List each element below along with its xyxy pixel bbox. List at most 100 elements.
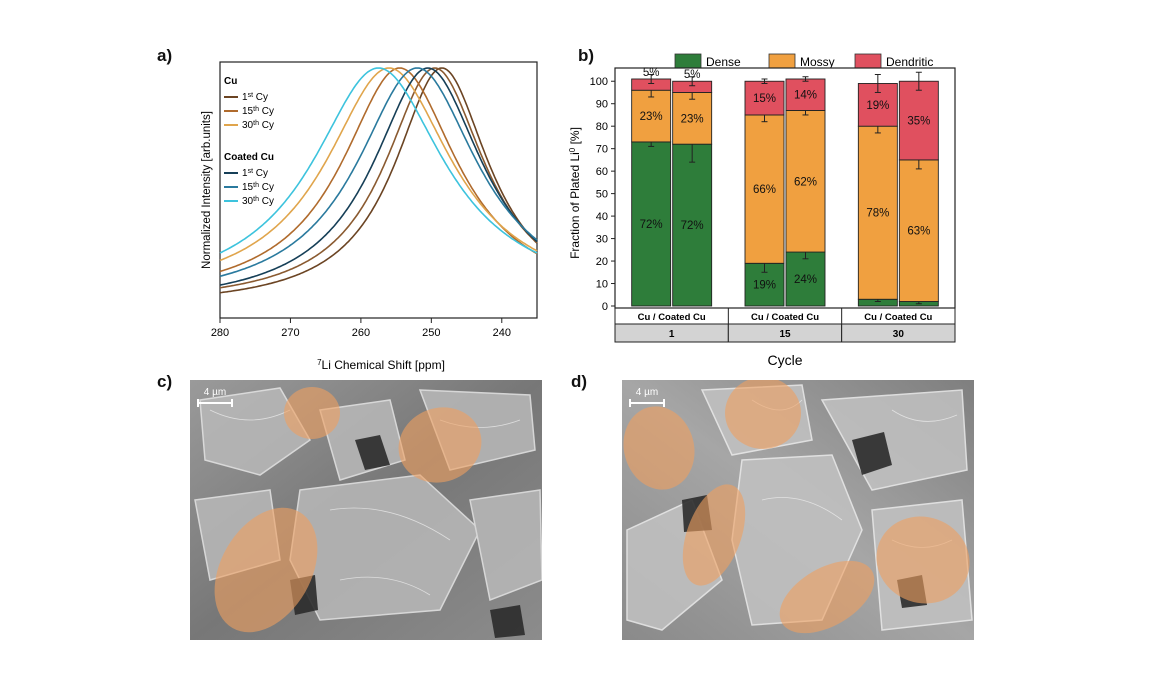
legend-label: 30th Cy <box>242 120 274 132</box>
data-label: 23% <box>681 113 704 125</box>
legend-label-mossy: Mossy <box>800 55 835 69</box>
x-tick-label: 270 <box>281 327 299 339</box>
y-axis-ticks: 0 10 20 30 40 50 60 70 80 90 100 <box>590 76 615 313</box>
mossy-highlight-overlays <box>214 387 482 633</box>
mossy-highlight <box>284 387 340 439</box>
mossy-highlight <box>682 484 746 586</box>
spectra-curves <box>219 67 538 294</box>
y-tick-label: 20 <box>596 256 608 268</box>
bars: 72%23%5%72%23%5%19%66%15%24%62%14%3%78%1… <box>631 67 939 307</box>
group-sublabel: Cu / Coated Cu <box>751 312 819 323</box>
mossy-highlight <box>214 507 318 633</box>
cycle-label: 1 <box>669 329 675 340</box>
spectrum-line-5 <box>219 67 538 286</box>
legend-group-title-coated-cu: Coated Cu <box>224 152 274 163</box>
y-axis-label-suffix: [%] <box>568 127 582 148</box>
bar-segment-mossy <box>785 110 826 253</box>
spectrum-line-1 <box>219 67 538 294</box>
bar-segment-dense <box>672 143 713 307</box>
scale-bar-label: 4 µm <box>636 387 658 398</box>
group-sublabel: Cu / Coated Cu <box>638 312 706 323</box>
data-label: 5% <box>643 67 660 79</box>
nmr-spectra-chart: 280 270 260 250 240 Cu 1st Cy 15th Cy 30th Cy … <box>201 61 538 372</box>
y-tick-label: 80 <box>596 121 608 133</box>
bar-segment-mossy <box>857 125 898 300</box>
legend-swatch-dendritic <box>854 53 882 69</box>
legend-group-coated-cu: 1st Cy 15th Cy 30th Cy <box>224 168 274 208</box>
x-axis-ticks: 280 270 260 250 240 <box>211 318 511 339</box>
data-label: 19% <box>866 100 889 112</box>
spectrum-line-4 <box>219 67 538 262</box>
bar-segment-mossy <box>672 92 713 145</box>
spectrum-line-3 <box>219 67 538 273</box>
y-tick-label: 90 <box>596 99 608 111</box>
sem-texture-d: 4 µm <box>622 380 974 640</box>
data-label: 35% <box>907 116 930 128</box>
legend-label: 15th Cy <box>242 106 274 118</box>
legend-label: 30th Cy <box>242 196 274 208</box>
y-tick-label: 70 <box>596 144 608 156</box>
y-tick-label: 100 <box>590 76 608 88</box>
y-axis-label-superscript: 0 <box>568 147 577 152</box>
scale-bar: 4 µm <box>197 387 233 407</box>
x-tick-label: 250 <box>422 327 440 339</box>
y-tick-label: 50 <box>596 189 608 201</box>
legend-label: 15th Cy <box>242 182 274 194</box>
sem-texture-c: 4 µm <box>190 380 542 640</box>
legend-label: 1st Cy <box>242 168 268 180</box>
stacked-bar-chart: Dense Mossy Dendritic 01020304050607080901… <box>568 53 956 368</box>
legend-a: Cu 1st Cy 15th Cy 30th Cy Coated Cu 1st Cy… <box>224 76 274 207</box>
x-tick-label: 260 <box>352 327 370 339</box>
legend-b: Dense Mossy Dendritic <box>674 53 933 69</box>
scale-bar-label: 4 µm <box>204 387 226 398</box>
y-tick-label: 30 <box>596 234 608 246</box>
data-label: 5% <box>684 69 701 81</box>
x-axis-label-text: Li Chemical Shift [ppm] <box>322 358 445 372</box>
bar-segment-dendritic <box>744 80 785 116</box>
data-label: 63% <box>907 226 930 238</box>
data-label: 78% <box>866 208 889 220</box>
x-axis-label: Cycle <box>767 352 802 368</box>
data-label: 72% <box>681 220 704 232</box>
mossy-highlight <box>725 380 801 449</box>
data-label: 23% <box>640 111 663 123</box>
y-tick-label: 0 <box>602 301 608 313</box>
spectrum-line-7 <box>219 67 538 254</box>
legend-group-cu: 1st Cy 15th Cy 30th Cy <box>224 92 274 132</box>
legend-swatch-mossy <box>768 53 796 69</box>
x-tick-label: 240 <box>493 327 511 339</box>
mossy-highlight <box>876 516 970 604</box>
scale-bar: 4 µm <box>629 387 665 407</box>
data-label: 72% <box>640 219 663 231</box>
bar-segment-dense <box>785 251 826 307</box>
y-tick-label: 40 <box>596 211 608 223</box>
mossy-highlight <box>623 406 695 490</box>
bar-segment-dense <box>631 141 672 307</box>
group-sublabel: Cu / Coated Cu <box>864 312 932 323</box>
group-labels: Cu / Coated Cu 1 Cu / Coated Cu 15 Cu / Coat… <box>614 307 956 343</box>
bar-segment-mossy <box>744 114 785 264</box>
mossy-highlight <box>779 560 875 634</box>
x-tick-label: 280 <box>211 327 229 339</box>
legend-swatch-dense <box>674 53 702 69</box>
panel-label-a: a) <box>157 46 173 65</box>
x-axis-label-superscript: 7 <box>317 358 322 367</box>
legend-label-dense: Dense <box>706 55 741 69</box>
bar-segment-mossy <box>898 159 939 302</box>
y-tick-label: 60 <box>596 166 608 178</box>
plot-frame <box>219 61 538 319</box>
data-label: 15% <box>753 93 776 105</box>
sublabel-row <box>614 307 956 325</box>
sem-image-d: 4 µm <box>622 380 974 640</box>
y-axis-label: Fraction of Plated Li0 [%] <box>568 127 583 259</box>
panel-label-c: c) <box>157 372 173 391</box>
cycle-label: 30 <box>893 329 905 340</box>
data-label: 19% <box>753 280 776 292</box>
y-tick-label: 10 <box>596 279 608 291</box>
y-axis-label-text: Fraction of Plated Li <box>568 152 582 259</box>
sem-image-c: 4 µm <box>190 380 542 640</box>
bar-segment-mossy <box>631 89 672 143</box>
legend-label: 1st Cy <box>242 92 268 104</box>
data-label: 66% <box>753 184 776 196</box>
data-label: 14% <box>794 90 817 102</box>
